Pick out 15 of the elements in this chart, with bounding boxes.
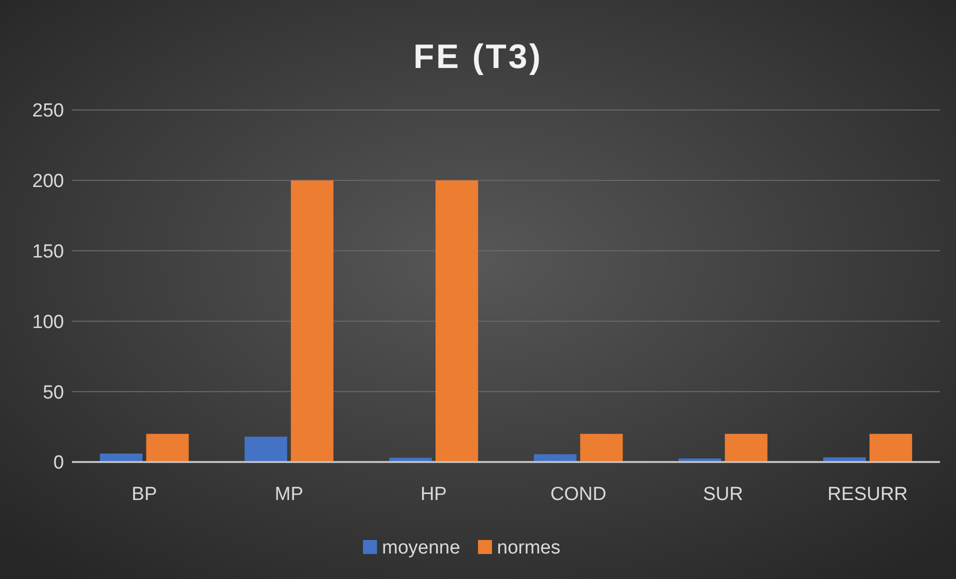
y-tick-label: 200 <box>32 171 64 192</box>
legend-label: moyenne <box>382 538 460 559</box>
y-tick-label: 50 <box>42 382 64 404</box>
legend-label: normes <box>497 538 560 559</box>
y-tick-label: 150 <box>32 241 64 262</box>
x-tick-label: RESURR <box>828 484 908 505</box>
x-tick-label: BP <box>132 484 158 505</box>
y-tick-label: 250 <box>32 100 64 122</box>
x-tick-label: HP <box>420 484 447 505</box>
chart-title: FE (T3) <box>413 38 543 76</box>
y-tick-label: 0 <box>53 452 64 474</box>
y-tick-label: 100 <box>32 312 64 333</box>
x-tick-label: COND <box>550 484 606 505</box>
x-tick-label: SUR <box>702 484 744 505</box>
x-tick-label: MP <box>274 484 304 505</box>
